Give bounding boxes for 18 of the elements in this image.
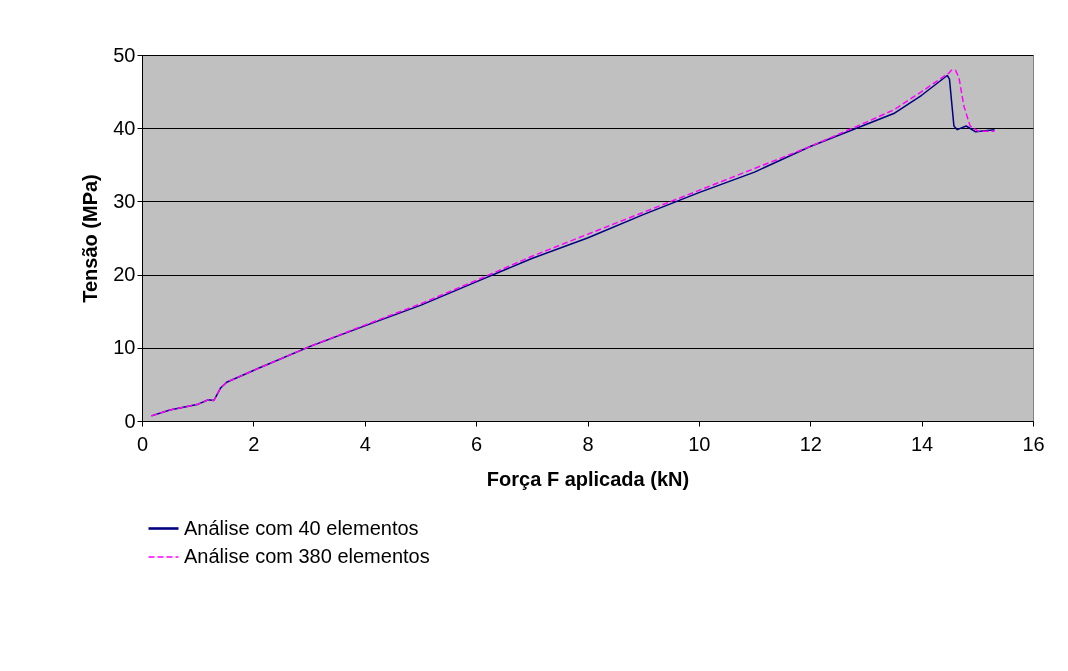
x-tick-label: 2 (248, 432, 260, 455)
y-tick-label: 10 (113, 336, 136, 359)
x-axis-title: Força F aplicada (kN) (486, 467, 690, 490)
y-tick-label: 20 (113, 263, 136, 286)
x-tick-label: 6 (471, 432, 483, 455)
y-tick-label: 30 (113, 189, 136, 212)
x-tick-label: 8 (582, 432, 594, 455)
x-tick-label: 4 (359, 432, 371, 455)
y-tick-label: 40 (113, 116, 136, 139)
legend-label: Análise com 380 elementos (184, 545, 430, 567)
x-tick-label: 16 (1022, 432, 1045, 455)
x-tick-label: 10 (688, 432, 711, 455)
x-tick-label: 12 (799, 432, 822, 455)
y-tick-label: 0 (124, 409, 136, 432)
legend-label: Análise com 40 elementos (184, 516, 419, 539)
y-axis-title: Tensão (MPa) (79, 174, 102, 303)
x-tick-label: 14 (911, 432, 934, 455)
y-tick-label: 50 (113, 43, 136, 66)
